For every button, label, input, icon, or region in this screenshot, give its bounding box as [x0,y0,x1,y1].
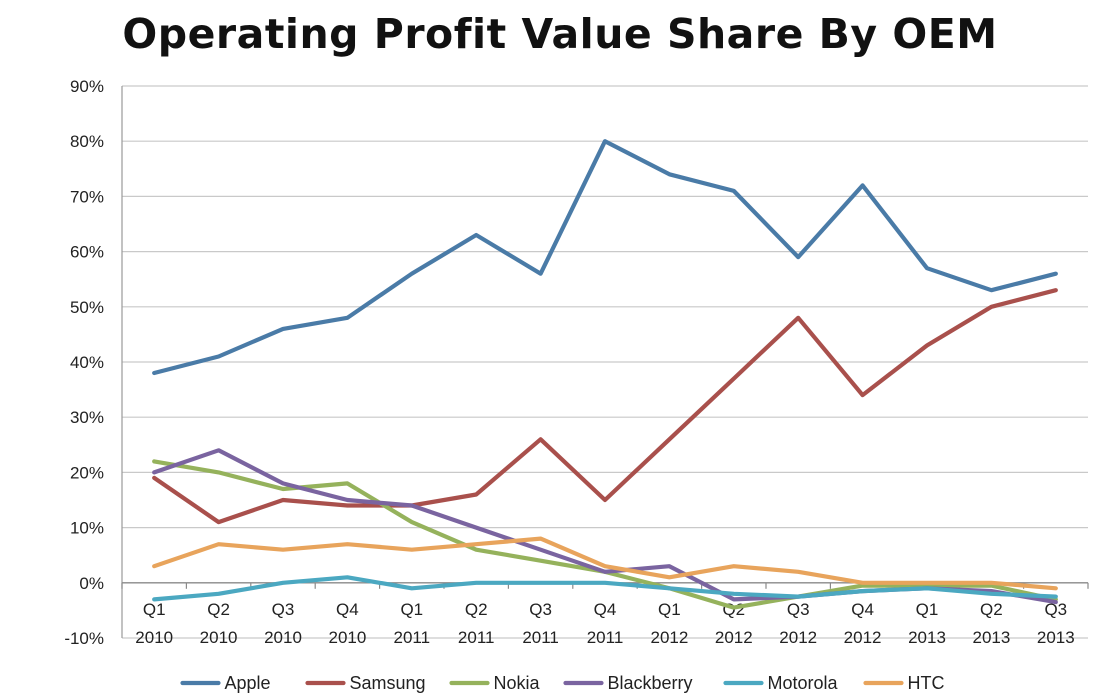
x-tick-label-quarter: Q3 [272,600,295,619]
legend-label: Apple [225,673,271,693]
x-axis-tick-labels: Q1 2010 Q2 2010 Q3 2010 Q4 2010 Q1 2011 Q2 2011 Q3 20… [135,600,1074,647]
y-tick-label: 90% [70,77,104,96]
x-tick-label-quarter: Q3 [529,600,552,619]
series-line-motorola [152,575,1058,602]
x-tick-label-quarter: Q1 [400,600,423,619]
y-tick-label: 30% [70,408,104,427]
y-tick-label: 60% [70,243,104,262]
x-tick-label-year: 2012 [715,628,753,647]
x-tick-label-year: 2011 [587,628,624,647]
x-tick-label-year: 2010 [135,628,173,647]
x-tick-label-quarter: Q1 [658,600,681,619]
legend-label: HTC [908,673,945,693]
x-tick-label-year: 2011 [458,628,495,647]
y-tick-label: 70% [70,187,104,206]
x-tick-label-quarter: Q2 [980,600,1003,619]
x-tick-label-year: 2013 [972,628,1010,647]
x-tick-label-year: 2012 [650,628,688,647]
x-tick-label-year: 2010 [264,628,302,647]
x-tick-label-year: 2011 [394,628,431,647]
x-tick-label-quarter: Q3 [787,600,810,619]
series-line-samsung [152,288,1058,525]
x-tick-label-year: 2013 [908,628,946,647]
legend-label: Motorola [768,673,839,693]
legend-label: Blackberry [608,673,693,693]
x-tick-label-quarter: Q3 [1044,600,1067,619]
x-tick-label-year: 2011 [522,628,559,647]
x-tick-label-quarter: Q4 [336,600,359,619]
x-tick-label-quarter: Q2 [465,600,488,619]
chart-title: Operating Profit Value Share By OEM [122,10,998,58]
legend: Apple Samsung Nokia Blackberry Motorola HTC [180,673,945,693]
x-tick-label-quarter: Q1 [143,600,166,619]
legend-item-samsung: Samsung [305,673,426,693]
y-tick-label: 20% [70,463,104,482]
y-tick-label: 0% [79,574,104,593]
x-tick-label-quarter: Q4 [851,600,874,619]
y-tick-label: 80% [70,132,104,151]
x-tick-label-year: 2012 [844,628,882,647]
x-tick-label-year: 2010 [200,628,238,647]
series-lines [152,139,1058,610]
x-tick-label-quarter: Q4 [594,600,617,619]
series-line-apple [152,139,1058,376]
y-tick-label: -10% [64,629,104,648]
legend-label: Nokia [494,673,541,693]
legend-label: Samsung [350,673,426,693]
series-line-blackberry [152,448,1058,605]
legend-item-motorola: Motorola [723,673,839,693]
legend-item-apple: Apple [180,673,271,693]
gridlines [122,85,1088,639]
legend-item-blackberry: Blackberry [563,673,693,693]
x-tick-label-quarter: Q2 [207,600,230,619]
x-tick-label-year: 2012 [779,628,817,647]
y-axis-tick-labels: -10% 0% 10% 20% 30% 40% 50% 60% 70% 80% 90% [64,77,104,648]
series-line-htc [152,536,1058,591]
legend-item-nokia: Nokia [449,673,541,693]
y-tick-label: 50% [70,298,104,317]
x-tick-label-year: 2013 [1037,628,1075,647]
x-tick-label-quarter: Q1 [916,600,939,619]
y-tick-label: 10% [70,519,104,538]
x-tick-label-year: 2010 [328,628,366,647]
legend-item-htc: HTC [863,673,945,693]
y-tick-label: 40% [70,353,104,372]
